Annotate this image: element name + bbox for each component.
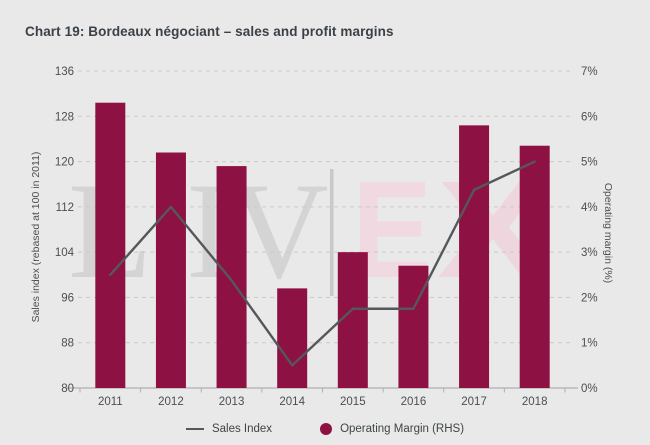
legend-item-sales-index: Sales Index — [185, 423, 273, 435]
right-axis-tick-label: 3% — [581, 247, 598, 259]
right-axis-tick-label: 5% — [581, 157, 598, 169]
left-axis-tick-label: 96 — [61, 292, 74, 304]
right-axis-tick-label: 1% — [581, 338, 598, 350]
right-axis-tick-label: 6% — [581, 111, 598, 123]
left-axis-tick-label: 80 — [61, 383, 74, 395]
legend-item-operating-margin: Operating Margin (RHS) — [320, 423, 464, 435]
line-swatch-icon — [185, 427, 204, 431]
bar-2011 — [95, 102, 126, 388]
left-axis-tick-label: 88 — [61, 338, 74, 350]
legend-label-operating-margin: Operating Margin (RHS) — [340, 423, 465, 435]
right-axis-title: Operating margin (%) — [602, 182, 614, 284]
left-axis-tick-label: 128 — [55, 111, 74, 123]
bar-2013 — [216, 166, 247, 388]
watermark-separator — [330, 169, 334, 296]
legend-label-sales-index: Sales Index — [211, 423, 273, 435]
bar-2012 — [155, 152, 186, 388]
bar-2014 — [277, 288, 308, 388]
bar-2018 — [519, 145, 550, 388]
right-axis-tick-label: 0% — [581, 383, 598, 395]
circle-swatch-icon — [320, 423, 333, 435]
left-axis-tick-label: 120 — [55, 157, 74, 169]
x-axis-category-label: 2012 — [158, 396, 184, 408]
left-axis-tick-label: 104 — [55, 247, 75, 259]
bar-2017 — [459, 125, 490, 388]
x-axis-category-label: 2016 — [401, 396, 427, 408]
x-axis-category-label: 2011 — [98, 396, 123, 408]
bar-2015 — [337, 252, 368, 388]
sales-index-line — [109, 160, 536, 367]
x-axis-category-label: 2018 — [522, 396, 548, 408]
x-axis-category-label: 2014 — [279, 396, 305, 408]
x-axis-category-label: 2013 — [219, 396, 245, 408]
x-axis-category-label: 2015 — [340, 396, 366, 408]
right-axis-tick-label: 4% — [581, 202, 598, 214]
left-axis-tick-label: 112 — [56, 202, 74, 214]
right-axis-tick-label: 2% — [581, 292, 598, 304]
x-axis-category-label: 2017 — [461, 396, 487, 408]
legend: Sales Index Operating Margin (RHS) — [0, 423, 650, 435]
right-axis-tick-label: 7% — [581, 66, 598, 78]
page-title: Chart 19: Bordeaux négociant – sales and… — [25, 24, 394, 39]
left-axis-tick-label: 136 — [55, 66, 74, 78]
bar-2016 — [398, 265, 429, 388]
left-axis-title: Sales index (rebased at 100 in 2011) — [30, 151, 42, 323]
